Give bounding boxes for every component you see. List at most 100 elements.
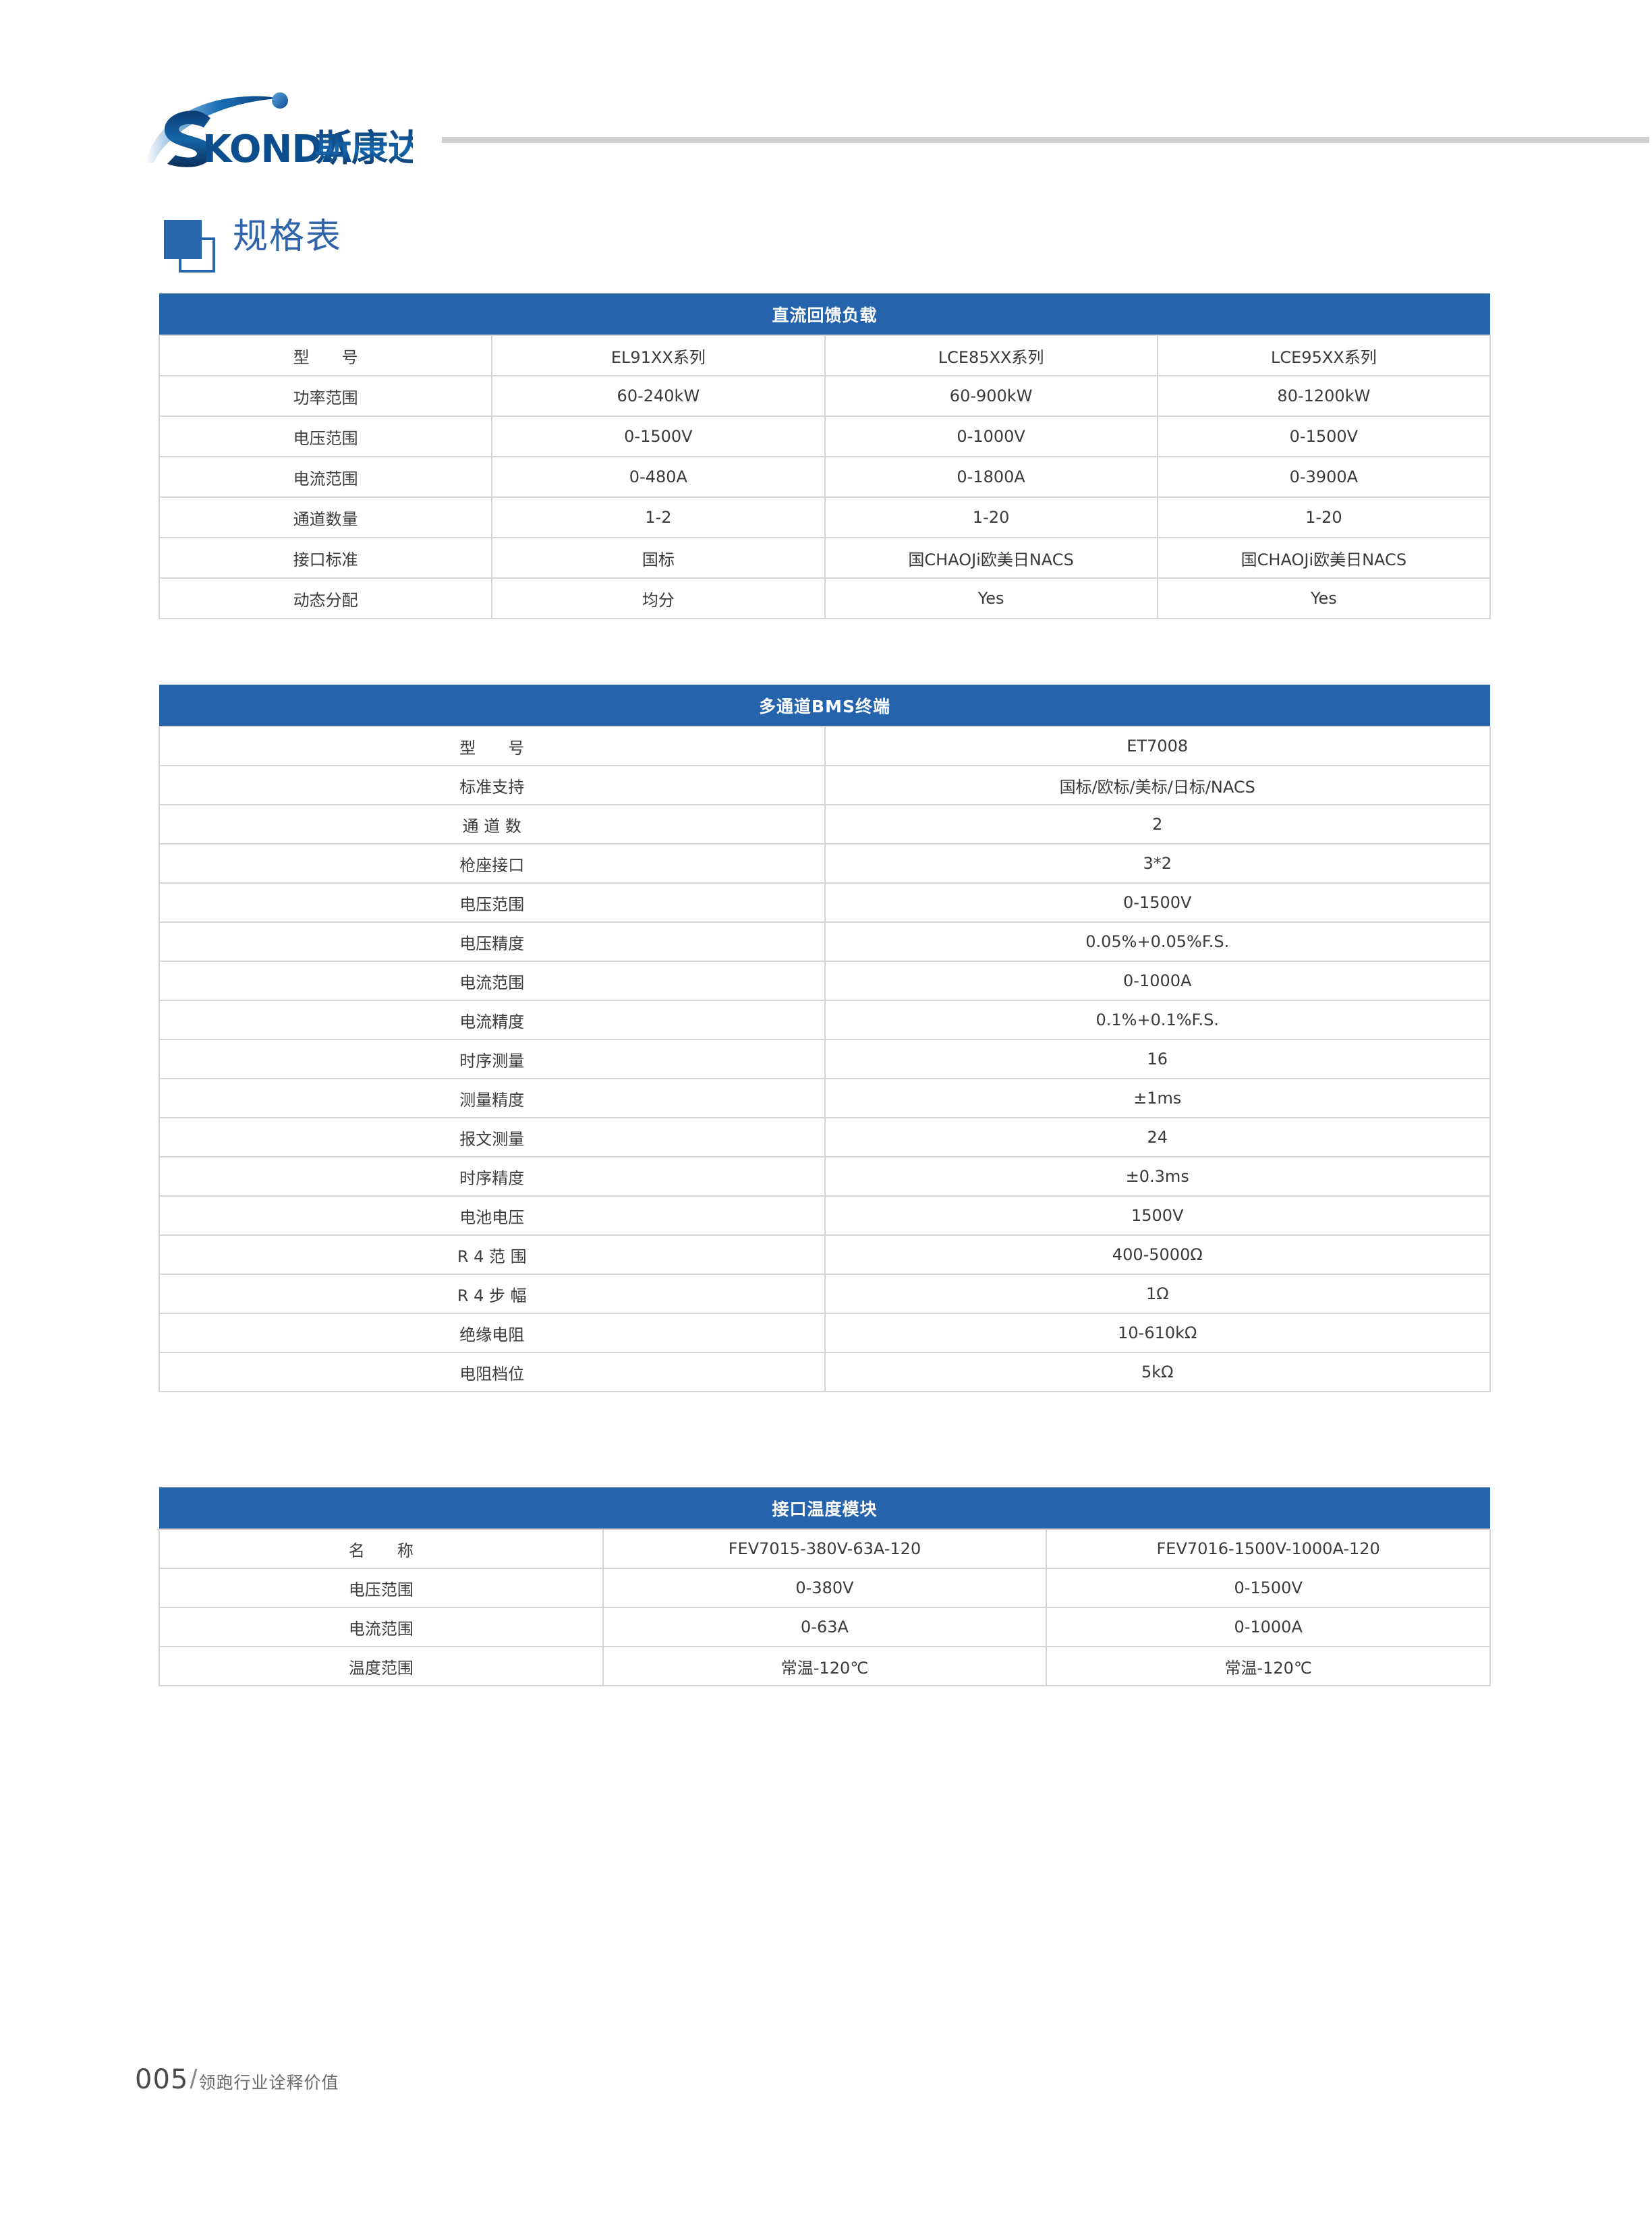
spec-table-interface-temperature: 接口温度模块 名 称 FEV7015-380V-63A-120 FEV7016-… xyxy=(159,1487,1491,1686)
row-value: 2 xyxy=(824,804,1491,845)
row-value: 国标/欧标/美标/日标/NACS xyxy=(824,765,1491,805)
table-header-row: 直流回馈负载 xyxy=(159,293,1490,335)
row-value: 60-240kW xyxy=(491,375,826,417)
row-value: 0-1500V xyxy=(491,416,826,457)
table-row: 型 号 ET7008 xyxy=(159,726,1491,766)
page-header: KONDA 斯康达 xyxy=(0,0,1652,175)
row-value: 1-2 xyxy=(491,496,826,538)
header-divider-rule xyxy=(442,137,1649,143)
square-outline-icon xyxy=(179,237,215,273)
row-value: 0-1000A xyxy=(824,961,1491,1001)
row-value: LCE95XX系列 xyxy=(1156,335,1491,376)
row-value: 0.1%+0.1%F.S. xyxy=(824,1000,1491,1040)
row-value: 400-5000Ω xyxy=(824,1234,1491,1275)
table-row: 型 号 EL91XX系列 LCE85XX系列 LCE95XX系列 xyxy=(158,335,1491,376)
row-value: 1Ω xyxy=(824,1274,1491,1314)
row-label: 接口标准 xyxy=(158,537,493,579)
row-value: 16 xyxy=(824,1039,1491,1079)
row-label: 电池电压 xyxy=(159,1195,826,1236)
row-value: 国标 xyxy=(491,537,826,579)
table-row: 电流范围 0-63A 0-1000A xyxy=(159,1607,1491,1647)
row-label: 标准支持 xyxy=(159,765,826,805)
row-value: 均分 xyxy=(491,577,826,619)
row-value: 1-20 xyxy=(1156,496,1491,538)
row-value: 国CHAOJi欧美日NACS xyxy=(1156,537,1491,579)
row-label: 测量精度 xyxy=(159,1078,826,1118)
footer-separator: / xyxy=(190,2065,198,2094)
row-value: 0-1000V xyxy=(824,416,1158,457)
table-row: 电压精度 0.05%+0.05%F.S. xyxy=(159,921,1491,962)
row-value: LCE85XX系列 xyxy=(824,335,1158,376)
row-label: 通道数量 xyxy=(158,496,493,538)
table-row: R 4 范 围 400-5000Ω xyxy=(159,1234,1491,1275)
row-value: 24 xyxy=(824,1117,1491,1158)
table-title: 多通道BMS终端 xyxy=(159,685,1490,726)
table-row: 动态分配 均分 Yes Yes xyxy=(158,577,1491,619)
table-row: 时序测量 16 xyxy=(159,1039,1491,1079)
table-row: 时序精度 ±0.3ms xyxy=(159,1156,1491,1197)
row-label: 型 号 xyxy=(159,726,826,766)
row-label: R 4 步 幅 xyxy=(159,1274,826,1314)
row-value: ±1ms xyxy=(824,1078,1491,1118)
row-value: 常温-120℃ xyxy=(1046,1646,1491,1686)
row-label: 动态分配 xyxy=(158,577,493,619)
row-label: 电流范围 xyxy=(158,456,493,498)
row-value: EL91XX系列 xyxy=(491,335,826,376)
row-value: 常温-120℃ xyxy=(602,1646,1048,1686)
square-pair-icon xyxy=(159,202,226,277)
row-label: R 4 范 围 xyxy=(159,1234,826,1275)
row-value: FEV7015-380V-63A-120 xyxy=(602,1529,1048,1569)
row-label: 电压精度 xyxy=(159,921,826,962)
table-row: 报文测量 24 xyxy=(159,1117,1491,1158)
row-label: 温度范围 xyxy=(159,1646,604,1686)
row-value: 0-1500V xyxy=(824,882,1491,923)
row-value: 10-610kΩ xyxy=(824,1313,1491,1353)
table-row: 电压范围 0-1500V 0-1000V 0-1500V xyxy=(158,416,1491,457)
table-row: 测量精度 ±1ms xyxy=(159,1078,1491,1118)
row-label: 通 道 数 xyxy=(159,804,826,845)
row-label: 电流范围 xyxy=(159,961,826,1001)
row-value: 0-1500V xyxy=(1156,416,1491,457)
svg-text:KONDA: KONDA xyxy=(202,127,352,167)
table-row: 接口标准 国标 国CHAOJi欧美日NACS 国CHAOJi欧美日NACS xyxy=(158,537,1491,579)
row-value: 1-20 xyxy=(824,496,1158,538)
row-label: 电压范围 xyxy=(158,416,493,457)
table-row: 电压范围 0-1500V xyxy=(159,882,1491,923)
row-label: 时序测量 xyxy=(159,1039,826,1079)
row-value: 1500V xyxy=(824,1195,1491,1236)
row-value: FEV7016-1500V-1000A-120 xyxy=(1046,1529,1491,1569)
table-header-row: 接口温度模块 xyxy=(159,1487,1490,1529)
row-value: Yes xyxy=(824,577,1158,619)
row-label: 功率范围 xyxy=(158,375,493,417)
page-number: 005 xyxy=(135,2064,189,2095)
table-title: 直流回馈负载 xyxy=(159,293,1490,335)
table-row: 电流范围 0-480A 0-1800A 0-3900A xyxy=(158,456,1491,498)
table-row: 绝缘电阻 10-610kΩ xyxy=(159,1313,1491,1353)
svg-text:斯康达: 斯康达 xyxy=(315,127,413,167)
spec-table-bms-terminal: 多通道BMS终端 型 号 ET7008 标准支持 国标/欧标/美标/日标/NAC… xyxy=(159,685,1491,1392)
row-value: 5kΩ xyxy=(824,1352,1491,1392)
table-row: 电阻档位 5kΩ xyxy=(159,1352,1491,1392)
row-label: 时序精度 xyxy=(159,1156,826,1197)
table-row: 温度范围 常温-120℃ 常温-120℃ xyxy=(159,1646,1491,1686)
row-label: 名 称 xyxy=(159,1529,604,1569)
row-value: 60-900kW xyxy=(824,375,1158,417)
table-row: 标准支持 国标/欧标/美标/日标/NACS xyxy=(159,765,1491,805)
row-value: 0-63A xyxy=(602,1607,1048,1647)
company-logo: KONDA 斯康达 xyxy=(143,86,413,167)
spec-table-dc-load: 直流回馈负载 型 号 EL91XX系列 LCE85XX系列 LCE95XX系列 … xyxy=(158,293,1491,619)
row-value: 0-1800A xyxy=(824,456,1158,498)
row-value: ±0.3ms xyxy=(824,1156,1491,1197)
table-row: 功率范围 60-240kW 60-900kW 80-1200kW xyxy=(158,375,1491,417)
footer-tagline: 领跑行业诠释价值 xyxy=(198,2073,339,2092)
row-value: 80-1200kW xyxy=(1156,375,1491,417)
row-value: Yes xyxy=(1156,577,1491,619)
row-label: 绝缘电阻 xyxy=(159,1313,826,1353)
row-value: 0-1000A xyxy=(1046,1607,1491,1647)
table-row: 电流范围 0-1000A xyxy=(159,961,1491,1001)
table-title: 接口温度模块 xyxy=(159,1487,1490,1529)
row-label: 电流范围 xyxy=(159,1607,604,1647)
table-row: 枪座接口 3*2 xyxy=(159,843,1491,884)
row-value: ET7008 xyxy=(824,726,1491,766)
